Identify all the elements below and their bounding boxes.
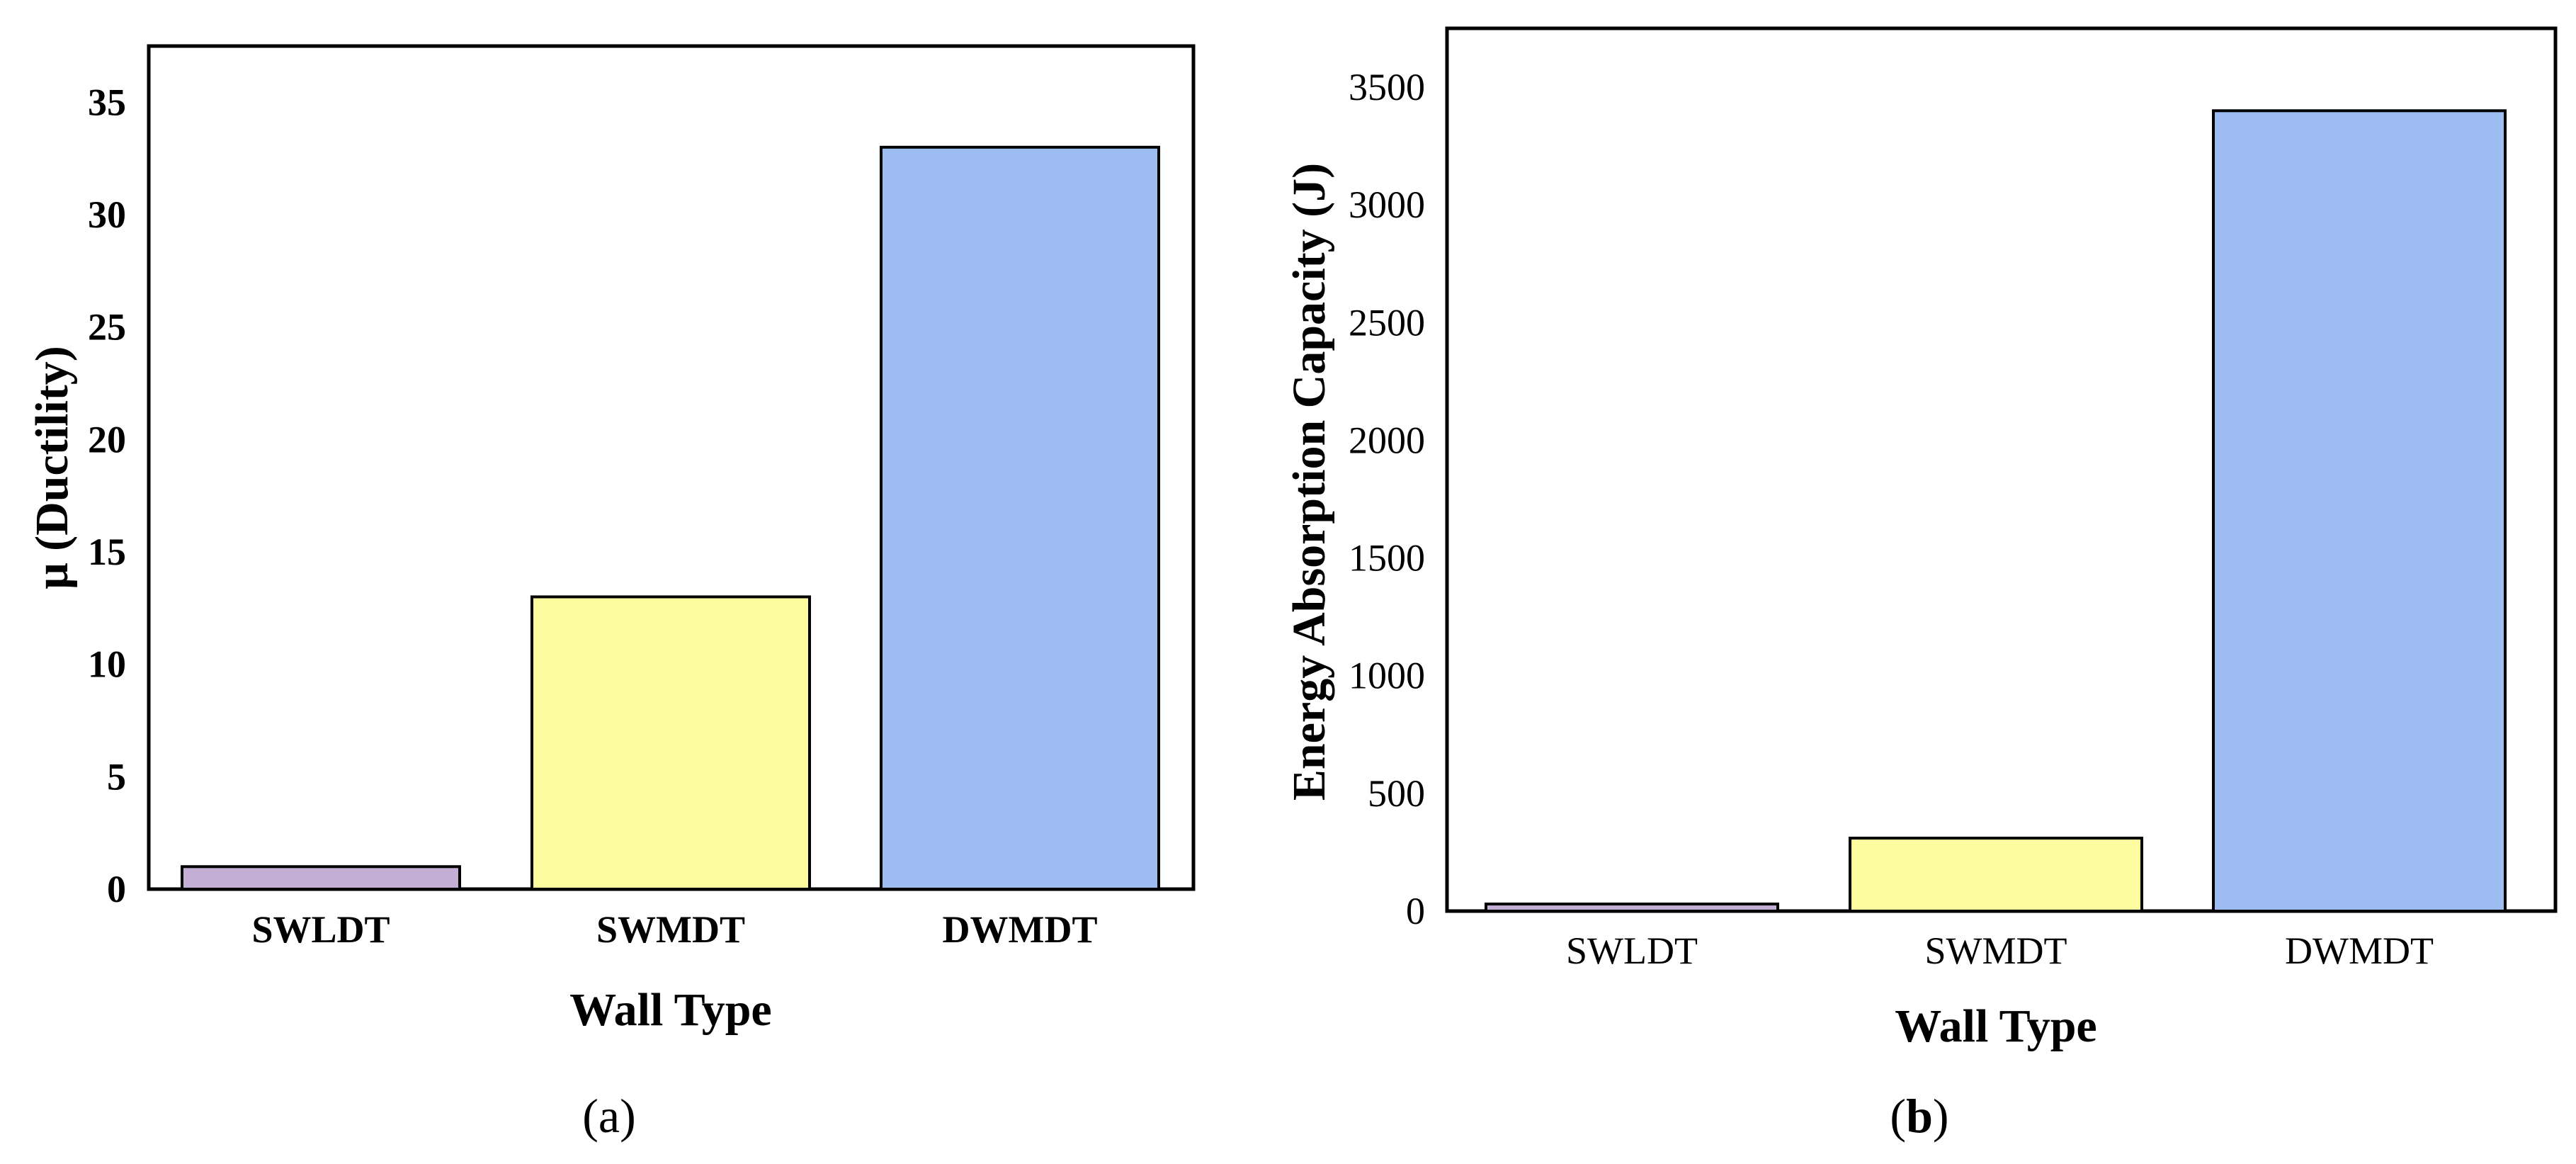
x-tick-label-swldt: SWLDT — [251, 908, 390, 951]
x-axis-title-b: Wall Type — [1895, 1000, 2096, 1052]
y-tick-label: 2000 — [1349, 419, 1425, 461]
x-axis-title-a: Wall Type — [569, 984, 771, 1036]
bar-swldt — [181, 865, 461, 891]
y-tick-label: 3000 — [1349, 183, 1425, 226]
panel-label-b: (b) — [1890, 1089, 1948, 1143]
chart-panel-a: 0 5 10 15 20 25 30 35 SWLDT SWMDT DWMDT μ (Ductil… — [26, 44, 1196, 1143]
y-tick-label: 1500 — [1349, 537, 1425, 580]
chart-panel-b: 0 500 1000 1500 2000 2500 3000 3500 SWLDT SWMDT D… — [1283, 26, 2558, 1143]
bar-dwmdt — [2212, 109, 2507, 912]
y-tick-label: 25 — [88, 306, 126, 349]
x-ticks-a: SWLDT SWMDT DWMDT — [251, 908, 1097, 951]
y-tick-label: 20 — [88, 418, 126, 460]
bars-b — [1485, 109, 2507, 912]
y-tick-label: 15 — [88, 531, 126, 573]
y-ticks-b: 0 500 1000 1500 2000 2500 3000 3500 — [1349, 66, 1425, 932]
panel-label-a: (a) — [582, 1089, 636, 1143]
x-tick-label-dwmdt: DWMDT — [2285, 929, 2434, 972]
x-tick-label-swldt: SWLDT — [1566, 929, 1698, 972]
x-tick-label-swmdt: SWMDT — [1925, 929, 2067, 972]
x-ticks-b: SWLDT SWMDT DWMDT — [1566, 929, 2434, 972]
y-tick-label: 10 — [88, 643, 126, 686]
bar-swmdt — [530, 595, 811, 891]
y-tick-label: 0 — [107, 868, 126, 910]
y-tick-label: 2500 — [1349, 301, 1425, 344]
bar-swldt — [1485, 903, 1779, 912]
panel-letter-a: a — [598, 1089, 620, 1143]
y-tick-label: 500 — [1368, 772, 1425, 815]
y-tick-label: 30 — [88, 193, 126, 236]
y-axis-title-a: μ (Ductility) — [26, 346, 78, 589]
y-ticks-a: 0 5 10 15 20 25 30 35 — [88, 81, 126, 910]
y-tick-label: 5 — [107, 755, 126, 798]
x-tick-label-swmdt: SWMDT — [596, 908, 745, 951]
bar-swmdt — [1849, 836, 2143, 912]
bars-a — [181, 145, 1160, 891]
y-tick-label: 0 — [1406, 890, 1425, 932]
bar-dwmdt — [880, 145, 1160, 891]
x-tick-label-dwmdt: DWMDT — [943, 908, 1098, 951]
y-tick-label: 35 — [88, 81, 126, 123]
y-tick-label: 3500 — [1349, 66, 1425, 108]
y-tick-label: 1000 — [1349, 655, 1425, 697]
y-axis-title-b: Energy Absorption Capacity (J) — [1283, 163, 1335, 801]
panel-letter-b: b — [1906, 1089, 1933, 1143]
